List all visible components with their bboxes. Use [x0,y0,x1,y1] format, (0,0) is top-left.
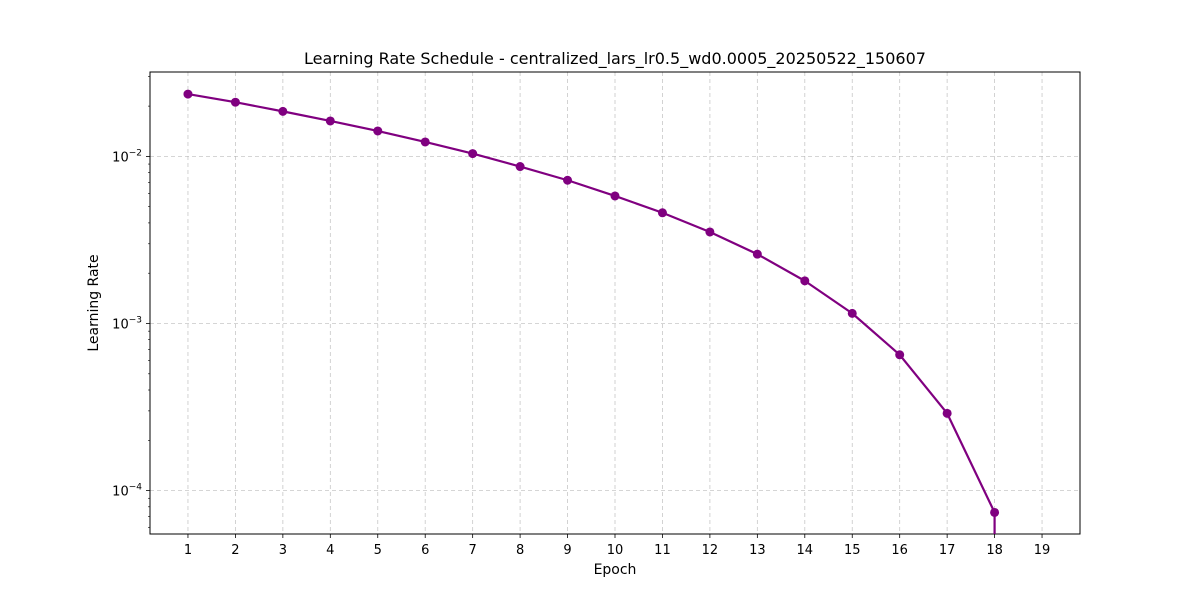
x-tick-label: 8 [516,543,524,558]
y-tick-label: 10−4 [112,483,142,500]
axes-layer: 1 2 3 4 5 6 7 8 9 10 11 12 13 14 15 16 17 18 1910−410−310−… [112,71,1081,558]
x-tick-label: 9 [563,543,571,558]
chart-title: Learning Rate Schedule - centralized_lar… [304,49,926,69]
x-tick-label: 12 [702,543,719,558]
x-tick-label: 4 [326,543,334,558]
x-tick-label: 17 [939,543,956,558]
data-point [373,126,383,136]
data-point [563,175,573,185]
data-point [183,89,193,99]
x-tick-label: 5 [374,543,382,558]
x-tick-label: 3 [279,543,287,558]
data-point [230,97,240,107]
x-tick-label: 18 [986,543,1003,558]
grid-layer [150,72,1080,534]
x-tick-label: 11 [654,543,671,558]
data-point [705,227,715,237]
series-group [183,89,1000,534]
data-point [515,162,525,172]
data-point [942,408,952,418]
x-tick-label: 16 [891,543,908,558]
x-axis-label: Epoch [594,562,637,578]
data-point [990,507,1000,517]
x-tick-label: 15 [844,543,861,558]
data-point [847,308,857,318]
x-tick-label: 6 [421,543,429,558]
data-point [800,276,810,286]
data-point [610,191,620,201]
y-tick-label: 10−3 [112,316,142,333]
data-point [895,350,905,360]
data-point [657,208,667,218]
data-point [278,106,288,116]
x-tick-label: 14 [797,543,814,558]
x-tick-label: 7 [469,543,477,558]
data-point [420,137,430,147]
data-point [468,149,478,159]
data-point [325,116,335,126]
plot-frame [149,71,1081,535]
y-axis-label: Learning Rate [86,254,102,351]
y-tick-label: 10−2 [112,148,142,165]
data-point [752,249,762,259]
series-line [187,93,996,534]
x-tick-label: 2 [231,543,239,558]
x-tick-label: 1 [184,543,192,558]
x-tick-label: 13 [749,543,766,558]
series-layer [183,89,1000,534]
x-tick-label: 10 [607,543,624,558]
x-tick-label: 19 [1034,543,1051,558]
